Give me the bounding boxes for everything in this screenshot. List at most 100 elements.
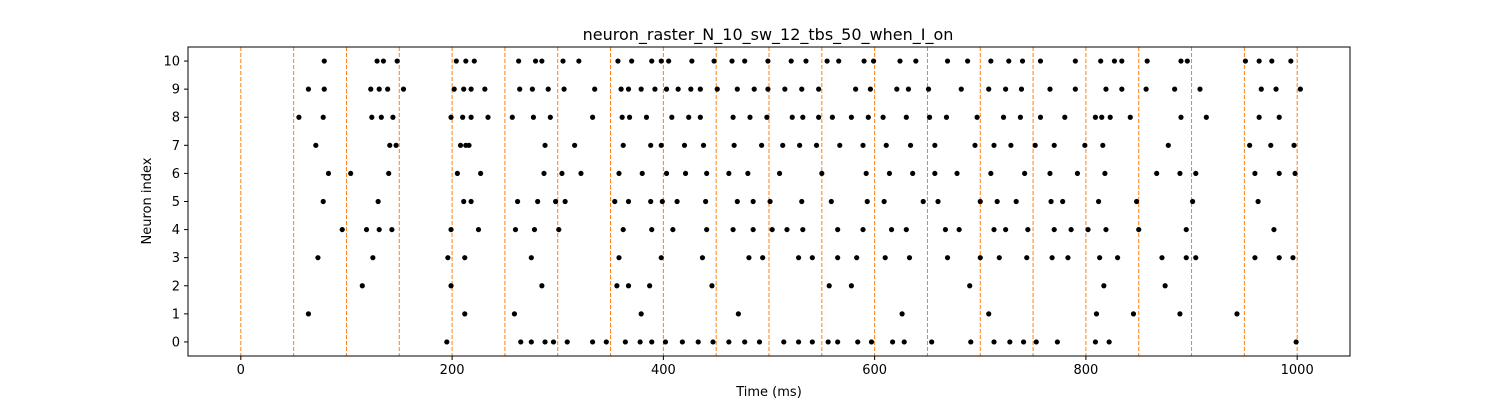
spike-point — [913, 58, 919, 64]
spike-point — [313, 142, 319, 148]
spike-point — [321, 86, 327, 92]
spike-point — [994, 198, 1000, 205]
spike-point — [445, 255, 451, 261]
x-tick-label: 0 — [237, 363, 245, 378]
spike-point — [1143, 86, 1149, 92]
spike-point — [972, 142, 978, 148]
spike-point — [514, 198, 521, 205]
spike-point — [907, 142, 914, 148]
spike-point — [967, 283, 973, 289]
spike-point — [535, 198, 541, 205]
spike-point — [614, 283, 620, 289]
spike-point — [376, 86, 382, 92]
spike-point — [475, 226, 482, 233]
spike-point — [760, 255, 766, 261]
y-tick-label: 1 — [172, 307, 180, 322]
y-tick-label: 4 — [172, 223, 180, 238]
spike-point — [679, 339, 685, 345]
spike-point — [325, 170, 332, 177]
spike-point — [463, 58, 469, 64]
spike-point — [370, 255, 376, 261]
spike-point — [920, 198, 926, 205]
spike-point — [542, 339, 548, 345]
spike-point — [625, 283, 632, 289]
y-tick-label: 0 — [172, 335, 180, 350]
spike-point — [457, 142, 464, 148]
spike-point — [1127, 114, 1133, 120]
spike-point — [899, 311, 905, 317]
spike-point — [1025, 226, 1031, 233]
spike-point — [1054, 339, 1060, 345]
spike-point — [528, 255, 534, 261]
spike-point — [305, 311, 312, 317]
spike-point — [1092, 339, 1099, 345]
spike-point — [789, 114, 795, 120]
spike-point — [512, 226, 519, 233]
spike-point — [848, 114, 854, 120]
spike-point — [765, 58, 771, 64]
spike-point — [389, 226, 395, 233]
spike-point — [1165, 142, 1171, 148]
spike-point — [659, 198, 665, 205]
spike-point — [1062, 114, 1068, 120]
spike-point — [809, 339, 815, 345]
spike-point — [944, 255, 951, 261]
spike-point — [562, 198, 568, 205]
spike-point — [765, 86, 771, 92]
spike-point — [689, 58, 695, 64]
spike-point — [1292, 170, 1298, 177]
y-tick-label: 7 — [172, 139, 180, 154]
spike-point — [592, 86, 598, 92]
spike-point — [576, 58, 582, 64]
spike-point — [836, 58, 842, 64]
spike-point — [929, 339, 935, 345]
spike-point — [531, 226, 538, 233]
spike-point — [1119, 58, 1125, 64]
x-tick-label: 400 — [651, 363, 676, 378]
spike-point — [620, 226, 626, 233]
spike-point — [742, 58, 748, 64]
spike-point — [368, 86, 374, 92]
spike-point — [649, 226, 655, 233]
spike-point — [986, 86, 992, 92]
spike-point — [709, 283, 715, 289]
spike-point — [1103, 86, 1109, 92]
spike-point — [865, 114, 871, 120]
spike-point — [1020, 339, 1027, 345]
spike-point — [835, 226, 841, 233]
spike-point — [1107, 114, 1113, 120]
spike-point — [731, 142, 737, 148]
spike-point — [860, 226, 866, 233]
spike-point — [906, 255, 913, 261]
spike-point — [944, 58, 951, 64]
spike-point — [697, 86, 703, 92]
spike-point — [889, 339, 896, 345]
spike-point — [1193, 170, 1199, 177]
spike-point — [1103, 226, 1109, 233]
spike-point — [1024, 255, 1030, 261]
spike-point — [1134, 198, 1140, 205]
spike-point — [648, 142, 654, 148]
spike-point — [958, 86, 964, 92]
x-tick-label: 600 — [862, 363, 887, 378]
spike-point — [1037, 58, 1044, 64]
x-tick-label: 200 — [440, 363, 465, 378]
spike-point — [619, 114, 625, 120]
spike-point — [564, 339, 570, 345]
spike-point — [835, 255, 841, 261]
spike-point — [991, 142, 997, 148]
spike-point — [393, 142, 399, 148]
spike-point — [528, 339, 534, 345]
spike-point — [735, 311, 741, 317]
spike-point — [926, 114, 933, 120]
spike-point — [482, 86, 488, 92]
spike-point — [1130, 311, 1137, 317]
spike-point — [518, 339, 524, 345]
spike-point — [578, 170, 584, 177]
spike-point — [666, 58, 672, 64]
spike-point — [1115, 255, 1121, 261]
spike-point — [828, 198, 834, 205]
spike-point — [369, 114, 375, 120]
spike-point — [704, 226, 710, 233]
